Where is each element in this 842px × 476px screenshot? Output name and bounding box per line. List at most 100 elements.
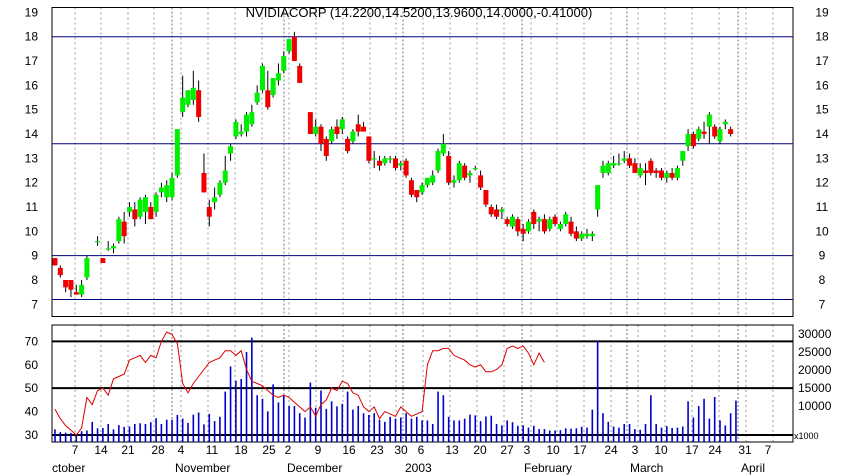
candle [105, 241, 111, 251]
candle [462, 163, 468, 181]
candle-body [153, 194, 159, 212]
candle [552, 214, 558, 227]
candle [174, 129, 180, 178]
candle-body [265, 90, 271, 108]
candle [658, 168, 664, 181]
candle-body [632, 163, 638, 173]
candle-body [499, 209, 505, 212]
candle-body [201, 172, 207, 193]
candle-body [121, 221, 127, 237]
price-tick-right: 14 [815, 127, 829, 141]
volume-tick: 25000 [798, 345, 832, 359]
candle [392, 155, 398, 171]
candle [536, 216, 542, 232]
price-tick-left: 15 [25, 103, 39, 117]
candle-body [79, 284, 85, 295]
candle-body [680, 151, 686, 161]
candle [254, 85, 260, 105]
price-tick-left: 10 [25, 224, 39, 238]
price-tick-left: 16 [25, 78, 39, 92]
x-tick-label: 18 [234, 443, 248, 457]
candle-body [579, 233, 585, 239]
candle [643, 163, 649, 186]
month-label: December [287, 461, 342, 475]
candle [217, 180, 223, 198]
candle-body [515, 219, 521, 232]
candle-body [387, 158, 393, 160]
candle [611, 155, 617, 169]
candle [318, 124, 324, 152]
x-tick-label: 28 [151, 443, 165, 457]
candle [222, 155, 228, 186]
candle [621, 151, 627, 164]
candle-body [126, 207, 132, 212]
candle [126, 202, 132, 217]
candle-body [440, 143, 446, 154]
candle [270, 78, 276, 98]
candle-body [648, 160, 654, 173]
candle [212, 187, 218, 210]
x-tick-label: 24 [604, 443, 618, 457]
price-tick-left: 12 [25, 176, 39, 190]
candle [579, 231, 585, 242]
x-tick-label: 31 [738, 443, 752, 457]
candle-body [611, 163, 617, 166]
candle [648, 158, 654, 176]
candle-body [706, 114, 712, 127]
candle [387, 155, 393, 164]
candle-body [573, 231, 579, 239]
candle [419, 182, 425, 195]
candle-body [637, 168, 643, 176]
volume-tick: 30000 [798, 327, 832, 341]
candle [685, 129, 691, 152]
candle [84, 255, 90, 281]
chart-title: NVIDIACORP (14.2200,14.5200,13.9600,14.0… [246, 5, 593, 20]
candle-body [674, 168, 680, 178]
candle [637, 163, 643, 178]
month-label: February [524, 461, 572, 475]
x-tick-label: 4 [178, 443, 185, 457]
price-tick-left: 17 [25, 54, 39, 68]
candle [722, 119, 728, 130]
candle [430, 170, 436, 186]
price-tick-left: 14 [25, 127, 39, 141]
candle-body [244, 114, 250, 132]
candle-body [643, 170, 649, 173]
price-tick-right: 8 [819, 273, 826, 287]
grid-lines [51, 7, 774, 442]
candle [403, 158, 409, 178]
x-tick-label: 3 [524, 443, 531, 457]
candle [244, 112, 250, 137]
candle-body [281, 56, 287, 71]
candle [201, 153, 207, 193]
candle-body [259, 65, 265, 91]
candle-body [164, 185, 170, 198]
x-tick-label: 16 [342, 443, 356, 457]
candle-body [217, 182, 223, 195]
candle-body [536, 219, 542, 222]
indicator-tick: 50 [25, 381, 39, 395]
price-tick-right: 15 [815, 103, 829, 117]
candle [494, 204, 500, 220]
candle [334, 119, 340, 139]
x-tick-label: 23 [370, 443, 384, 457]
candle-body [68, 280, 74, 290]
candle-body [664, 172, 670, 178]
candlesticks [52, 31, 734, 298]
candle [307, 112, 313, 135]
candle [382, 155, 388, 166]
candle-body [403, 160, 409, 176]
x-tick-label: 7 [72, 443, 79, 457]
candle [632, 158, 638, 173]
candle [180, 75, 186, 117]
price-tick-right: 19 [815, 5, 829, 19]
candle-body [669, 172, 675, 178]
candle [361, 121, 367, 132]
price-tick-left: 11 [26, 200, 39, 214]
candle [121, 211, 127, 244]
volume-tick: 15000 [798, 381, 832, 395]
candle [68, 280, 74, 298]
candle-body [712, 126, 718, 137]
candle-body [148, 207, 154, 220]
